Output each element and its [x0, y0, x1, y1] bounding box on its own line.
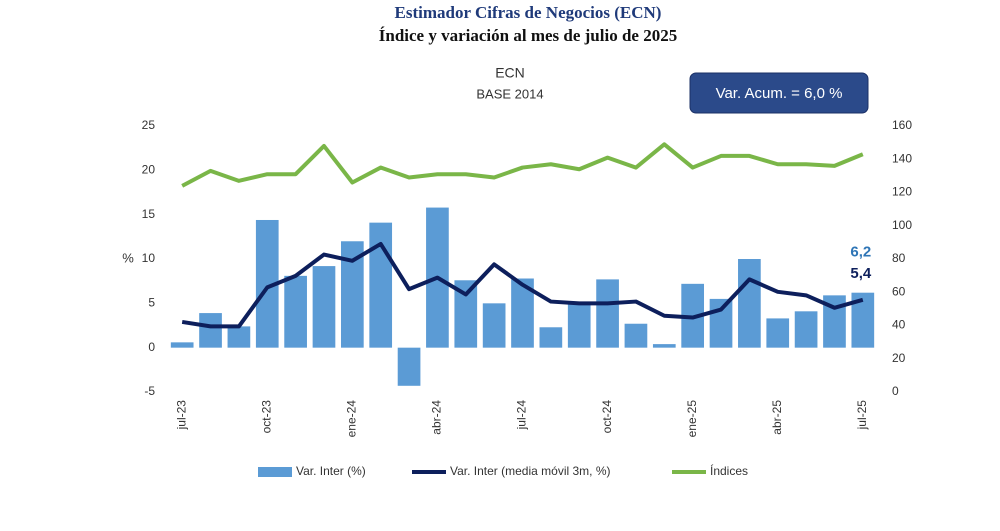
- bar: [340, 241, 364, 348]
- y-tick-label: 10: [142, 251, 156, 265]
- bar: [284, 275, 307, 348]
- bar: [709, 298, 733, 348]
- y2-tick-label: 140: [892, 151, 912, 165]
- line: [181, 142, 864, 188]
- bar: [596, 279, 619, 348]
- bar: [227, 326, 251, 348]
- x-tick-label: abr-25: [770, 400, 784, 435]
- x-tick-label: jul-23: [174, 400, 188, 431]
- y2-tick-label: 0: [892, 384, 899, 398]
- bar: [369, 222, 393, 348]
- bar: [511, 278, 534, 348]
- chart-subtitle: Índice y variación al mes de julio de 20…: [379, 26, 677, 45]
- y-tick-label: 15: [142, 207, 156, 221]
- value-label: 5,4: [850, 265, 872, 282]
- bar: [397, 347, 421, 386]
- bar: [199, 313, 222, 348]
- legend-label: Var. Inter (%): [296, 464, 366, 478]
- bar: [794, 311, 818, 348]
- legend-label: Índices: [710, 463, 748, 478]
- y2-tick-label: 40: [892, 318, 906, 332]
- legend-swatch: [258, 467, 292, 477]
- y2-tick-label: 100: [892, 218, 912, 232]
- bar: [170, 342, 194, 348]
- bar: [851, 292, 875, 348]
- inner-title: ECN: [495, 65, 525, 81]
- legend-label: Var. Inter (media móvil 3m, %): [450, 464, 611, 478]
- y-axis-label: %: [122, 250, 134, 265]
- bar: [539, 327, 563, 348]
- x-tick-label: oct-24: [600, 400, 614, 434]
- y2-tick-label: 160: [892, 118, 912, 132]
- y-tick-label: -5: [144, 384, 155, 398]
- x-tick-label: abr-24: [430, 400, 444, 435]
- y2-tick-label: 60: [892, 284, 906, 298]
- bar: [312, 266, 336, 348]
- bar: [766, 318, 790, 348]
- y2-tick-label: 80: [892, 251, 906, 265]
- y2-tick-label: 20: [892, 351, 906, 365]
- y-tick-label: 20: [142, 163, 156, 177]
- y-tick-label: 25: [142, 118, 156, 132]
- annotation-box: [689, 72, 869, 114]
- bar: [652, 344, 676, 348]
- chart-title: Estimador Cifras de Negocios (ECN): [395, 3, 662, 22]
- x-tick-label: jul-24: [515, 400, 529, 431]
- line: [181, 241, 864, 329]
- bar: [624, 323, 648, 348]
- x-tick-label: oct-23: [259, 400, 273, 434]
- bar: [567, 304, 591, 348]
- bar: [823, 295, 846, 348]
- bar: [482, 303, 506, 348]
- y-tick-label: 5: [148, 296, 155, 310]
- bar: [454, 280, 478, 348]
- x-tick-label: ene-25: [685, 400, 699, 438]
- value-label: 6,2: [850, 244, 871, 261]
- bar: [738, 259, 761, 348]
- x-tick-label: ene-24: [345, 400, 359, 438]
- bar: [255, 219, 279, 348]
- y-tick-label: 0: [148, 340, 155, 354]
- x-tick-label: jul-25: [855, 400, 869, 431]
- y2-tick-label: 120: [892, 185, 912, 199]
- inner-subtitle: BASE 2014: [476, 86, 543, 101]
- annotation: Var. Acum. = 6,0 %: [716, 85, 843, 102]
